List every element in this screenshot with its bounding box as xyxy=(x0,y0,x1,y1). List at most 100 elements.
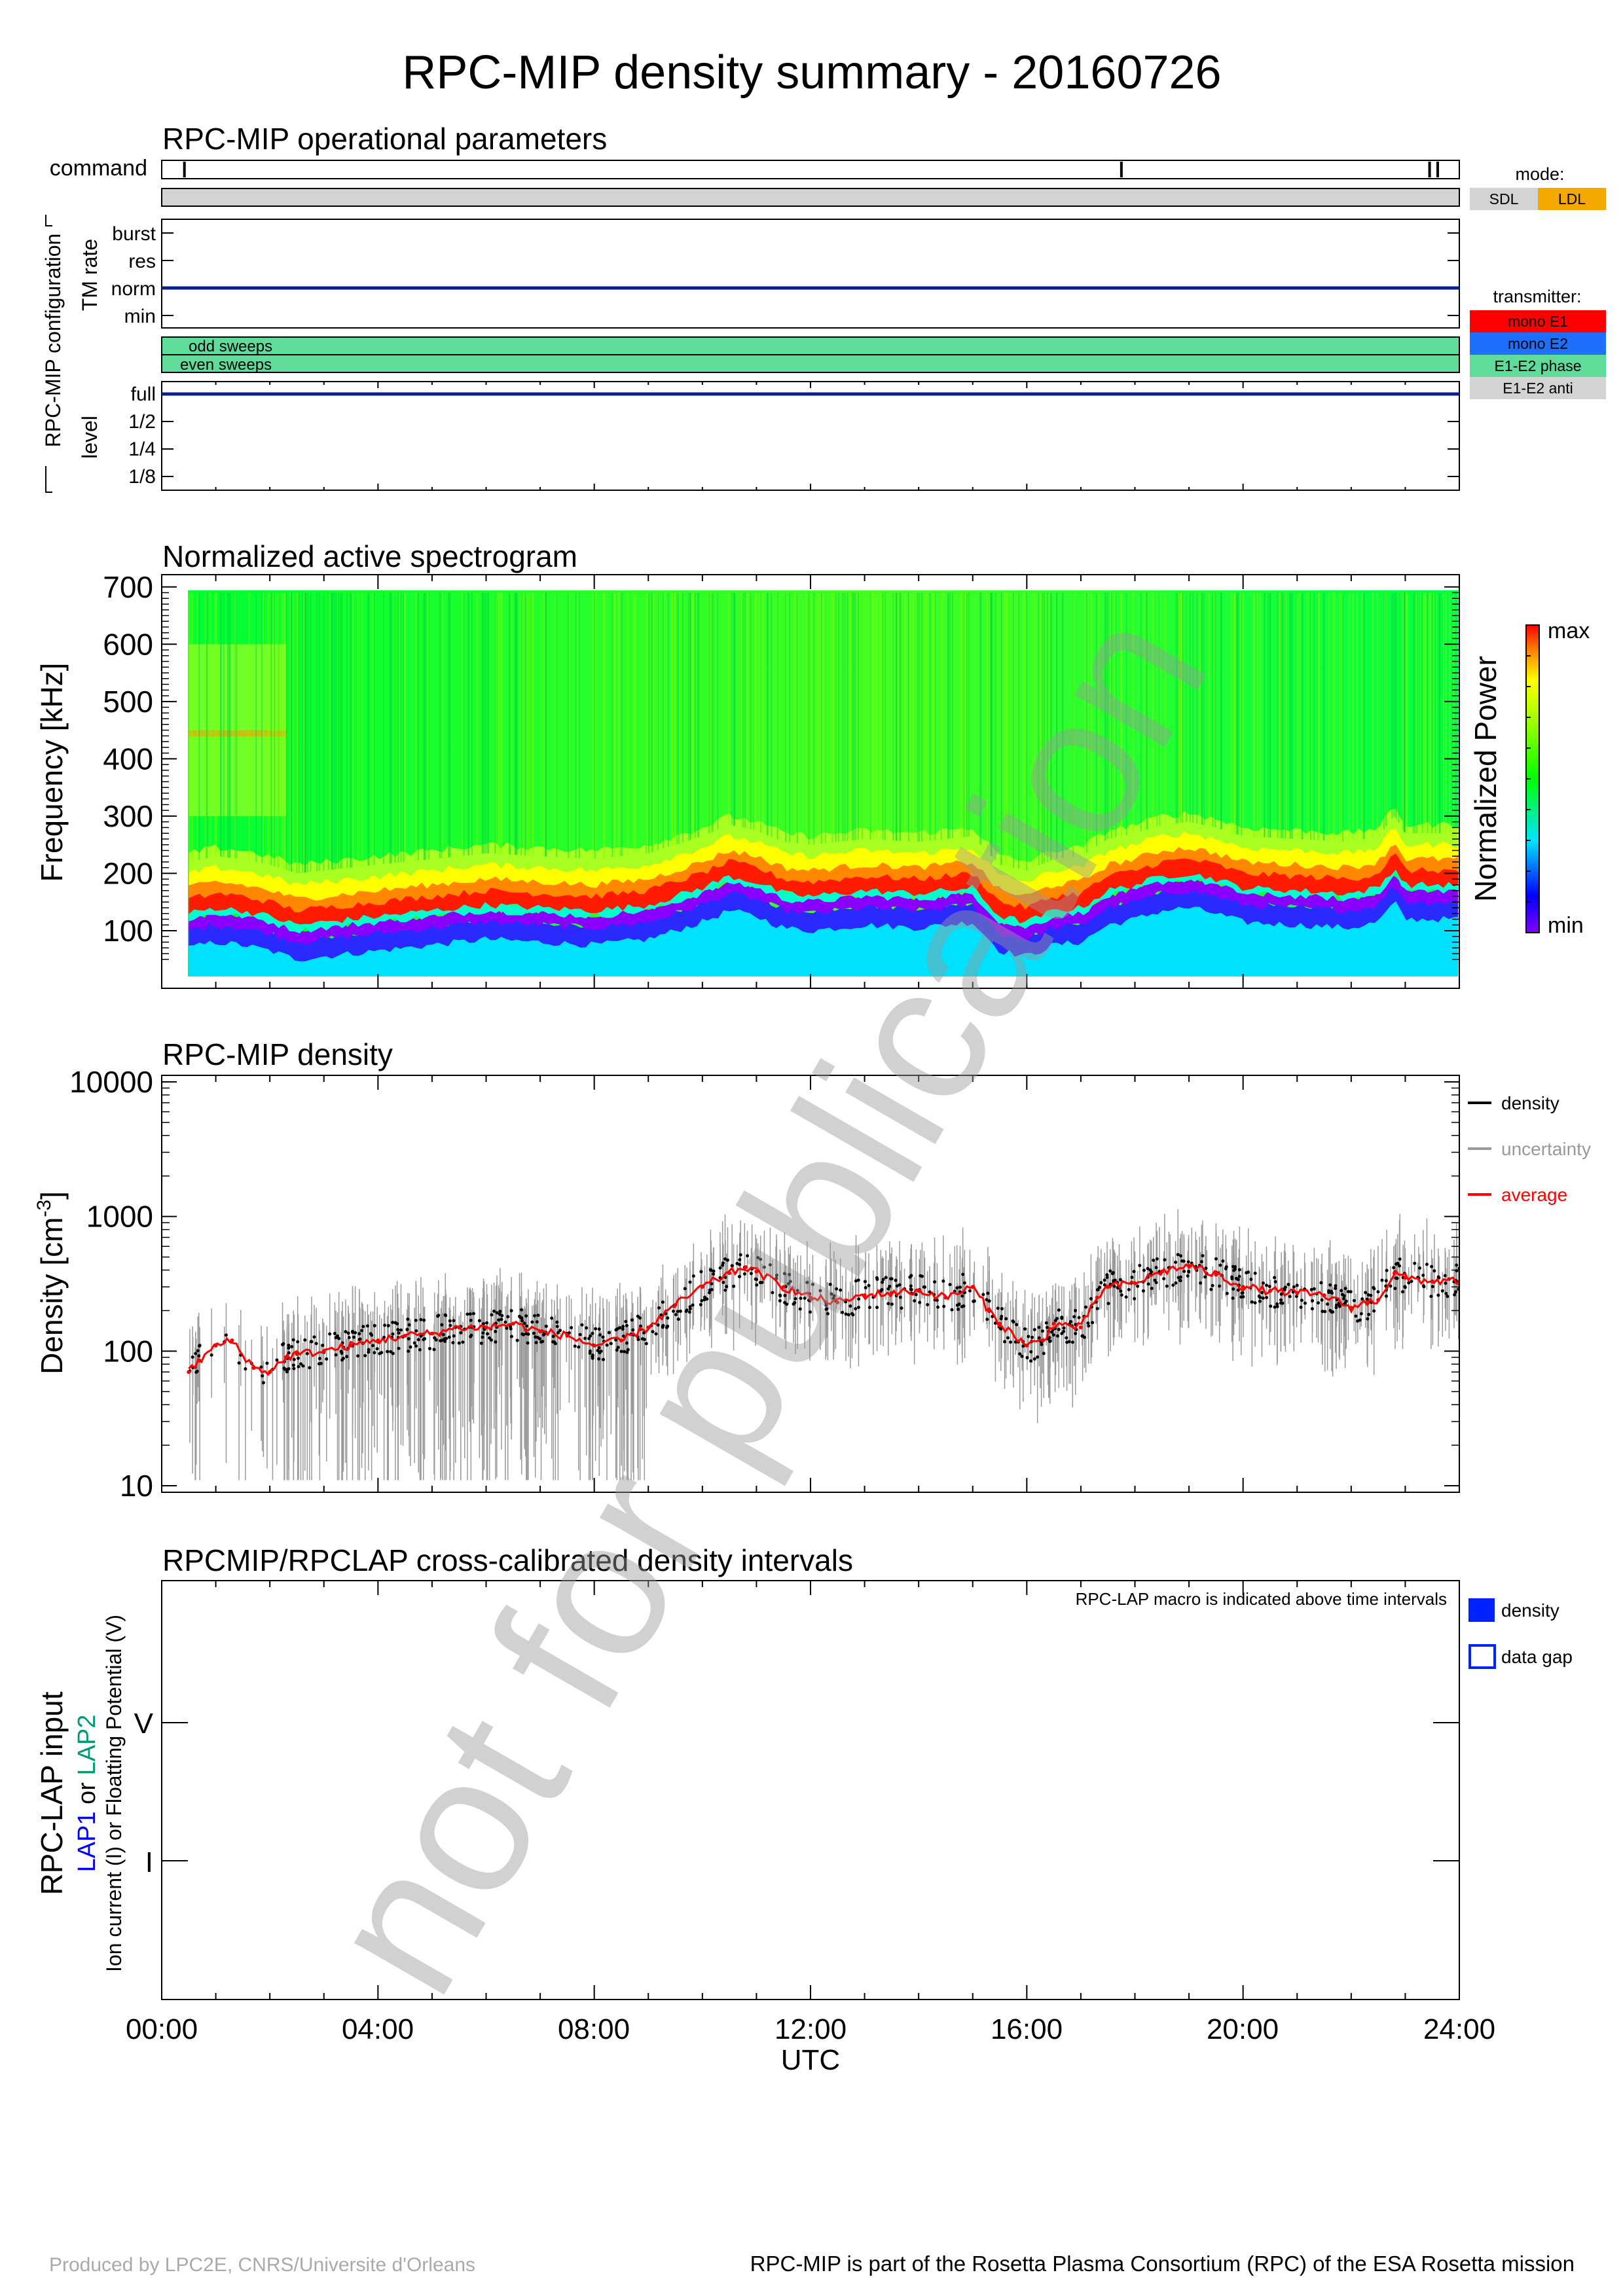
density-point xyxy=(1334,1284,1338,1288)
density-point xyxy=(1074,1331,1078,1335)
density-point xyxy=(1186,1274,1190,1278)
density-point xyxy=(1376,1290,1380,1294)
density-point xyxy=(1309,1287,1313,1291)
density-point xyxy=(259,1365,263,1369)
density-point xyxy=(1312,1287,1316,1291)
density-point xyxy=(1395,1276,1399,1280)
density-point xyxy=(594,1327,598,1331)
density-point xyxy=(489,1338,493,1342)
density-average-point xyxy=(943,1295,948,1300)
freq-tick-label: 500 xyxy=(103,685,153,719)
density-point xyxy=(1199,1260,1203,1264)
density-point xyxy=(656,1323,660,1327)
density-average-point xyxy=(484,1325,488,1330)
density-point xyxy=(261,1374,264,1378)
density-point xyxy=(615,1348,619,1352)
mode-bar xyxy=(161,188,1460,207)
density-point xyxy=(308,1366,312,1370)
density-point xyxy=(638,1316,642,1320)
density-point xyxy=(1176,1253,1180,1257)
density-point xyxy=(1422,1285,1426,1289)
density-point xyxy=(432,1348,436,1352)
density-point xyxy=(312,1335,316,1339)
density-point xyxy=(334,1353,338,1357)
odd-sweeps-label: odd sweeps xyxy=(189,338,272,355)
density-point xyxy=(439,1338,443,1342)
density-point xyxy=(1265,1283,1269,1287)
density-point xyxy=(1111,1271,1115,1275)
density-point xyxy=(1236,1288,1240,1292)
density-point xyxy=(406,1318,410,1321)
density-point xyxy=(926,1302,930,1306)
density-point xyxy=(1356,1319,1360,1323)
density-point xyxy=(414,1329,418,1333)
density-point xyxy=(1025,1355,1029,1359)
x-tick-label-1: 04:00 xyxy=(342,2013,414,2045)
density-point xyxy=(495,1311,499,1315)
density-point xyxy=(1087,1324,1091,1328)
density-point xyxy=(422,1318,426,1322)
density-point xyxy=(1018,1352,1022,1356)
density-point xyxy=(318,1357,321,1361)
density-point xyxy=(1060,1331,1064,1335)
density-point xyxy=(577,1345,581,1349)
density-point xyxy=(788,1272,792,1276)
density-point xyxy=(691,1274,695,1278)
x-tick-label-3: 12:00 xyxy=(775,2013,847,2045)
density-tick-label: 10 xyxy=(120,1469,153,1503)
density-point xyxy=(723,1288,727,1292)
density-point xyxy=(985,1318,989,1321)
density-point xyxy=(788,1280,792,1283)
tm-res-label: res xyxy=(128,251,156,272)
density-point xyxy=(1029,1359,1032,1363)
density-point xyxy=(1457,1266,1459,1270)
density-point xyxy=(848,1304,852,1308)
density-point xyxy=(691,1303,695,1307)
density-point xyxy=(674,1312,678,1316)
level-half-label: 1/2 xyxy=(128,411,156,433)
density-point xyxy=(721,1263,725,1267)
density-point xyxy=(367,1348,371,1352)
lap-legend-gap-swatch xyxy=(1468,1644,1496,1669)
density-point xyxy=(1346,1289,1350,1293)
density-average-point xyxy=(1457,1279,1459,1283)
density-point xyxy=(389,1350,393,1354)
density-point xyxy=(1174,1261,1178,1265)
density-point xyxy=(625,1350,629,1354)
density-point xyxy=(666,1316,670,1320)
density-point xyxy=(526,1341,530,1345)
density-point xyxy=(856,1278,860,1282)
legend-density-label: density xyxy=(1501,1093,1559,1113)
density-point xyxy=(591,1355,594,1359)
density-average-point xyxy=(1295,1291,1300,1295)
density-point xyxy=(434,1338,438,1342)
density-point xyxy=(1231,1287,1235,1291)
lap-ytick-i: I xyxy=(145,1846,153,1878)
density-point xyxy=(197,1354,201,1358)
density-point xyxy=(1330,1310,1334,1314)
density-point xyxy=(498,1310,502,1314)
density-point xyxy=(1432,1269,1436,1273)
density-point xyxy=(357,1332,361,1336)
density-point xyxy=(739,1253,742,1257)
colorbar-min-label: min xyxy=(1548,913,1584,938)
density-point xyxy=(884,1276,888,1280)
density-point xyxy=(725,1258,729,1262)
density-average-point xyxy=(565,1333,570,1338)
density-average-point xyxy=(429,1331,434,1336)
density-average-point xyxy=(197,1358,202,1363)
density-point xyxy=(1055,1334,1059,1338)
density-point xyxy=(1106,1302,1110,1306)
density-point xyxy=(317,1362,321,1366)
density-point xyxy=(1095,1306,1099,1310)
density-point xyxy=(996,1306,1000,1310)
command-label: command xyxy=(50,156,147,181)
density-point xyxy=(895,1284,899,1288)
density-point xyxy=(1410,1280,1413,1283)
density-point xyxy=(597,1327,601,1331)
density-point xyxy=(1413,1261,1417,1265)
density-point xyxy=(699,1270,703,1274)
density-point xyxy=(708,1291,712,1295)
density-point xyxy=(365,1324,369,1328)
density-point xyxy=(1365,1297,1369,1301)
